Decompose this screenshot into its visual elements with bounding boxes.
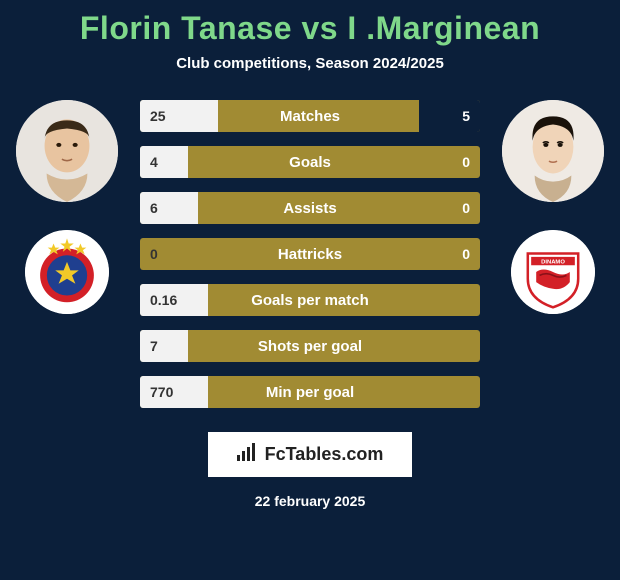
subtitle: Club competitions, Season 2024/2025 [176,55,444,72]
content-root: Florin Tanase vs I .Marginean Club compe… [0,0,620,580]
player2-face-icon [502,100,604,202]
main-row: 255Matches 40Goals 60Assists 00Hattricks 0.1… [0,100,620,408]
right-column: DINAMO [498,100,608,314]
stat-label: Shots per goal [140,338,480,355]
stat-label: Min per goal [140,384,480,401]
stat-row: 60Assists [140,192,480,224]
player1-club-crest [25,230,109,314]
player1-face-icon [16,100,118,202]
left-column [12,100,122,314]
brand-box: FcTables.com [208,432,413,477]
title-vs: vs [301,10,338,46]
club2-crest-icon: DINAMO [511,230,595,314]
stat-label: Goals per match [140,292,480,309]
title-player2: I .Marginean [347,10,540,46]
title-player1: Florin Tanase [80,10,292,46]
stat-row: 255Matches [140,100,480,132]
stat-row: 7Shots per goal [140,330,480,362]
stat-label: Hattricks [140,246,480,263]
player1-avatar [16,100,118,202]
stat-label: Assists [140,200,480,217]
svg-text:DINAMO: DINAMO [541,260,565,266]
stat-row: 0.16Goals per match [140,284,480,316]
player2-club-crest: DINAMO [511,230,595,314]
stat-label: Goals [140,154,480,171]
stat-row: 40Goals [140,146,480,178]
player2-avatar [502,100,604,202]
stats-column: 255Matches 40Goals 60Assists 00Hattricks 0.1… [140,100,480,408]
stat-row: 00Hattricks [140,238,480,270]
bar-chart-icon [237,443,257,466]
stat-row: 770Min per goal [140,376,480,408]
club1-crest-icon [25,230,109,314]
date-text: 22 february 2025 [255,493,366,509]
brand-text: FcTables.com [265,444,384,465]
page-title: Florin Tanase vs I .Marginean [80,10,540,47]
stat-label: Matches [140,108,480,125]
